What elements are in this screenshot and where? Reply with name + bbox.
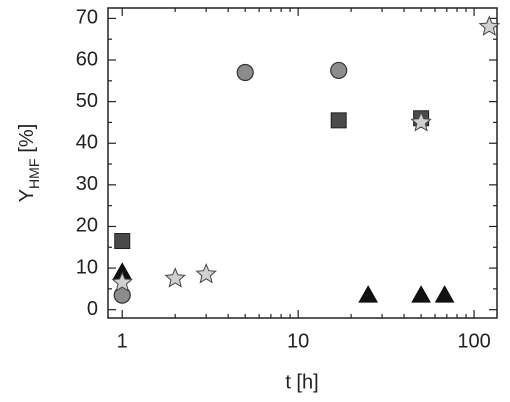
point [411,285,431,303]
y-tick-label: 20 [76,215,98,237]
y-tick-label: 40 [76,132,98,154]
y-label-unit: [%] [16,124,38,153]
point [330,112,347,129]
y-tick-label: 30 [76,173,98,195]
plot-frame [107,7,498,319]
y-tick-label: 0 [87,298,98,320]
x-tick-label: 1 [117,330,128,352]
point [236,63,254,82]
y-tick-label: 60 [76,48,98,70]
y-tick-label: 70 [76,7,98,29]
y-label-main: Y [16,189,38,202]
point [478,15,501,36]
y-tick-label: 10 [76,256,98,278]
x-axis-label: t [h] [285,371,318,393]
point [114,233,131,250]
y-tick-label: 50 [76,90,98,112]
point [164,267,186,288]
y-axis-label: YHMF [%] [16,124,41,203]
point [111,271,133,292]
point [434,285,455,303]
y-label-sub: HMF [26,159,42,189]
point [330,61,348,80]
point [410,111,432,132]
point [195,262,217,284]
point [358,285,379,303]
x-tick-label: 100 [457,330,490,352]
x-tick-label: 10 [287,330,309,352]
